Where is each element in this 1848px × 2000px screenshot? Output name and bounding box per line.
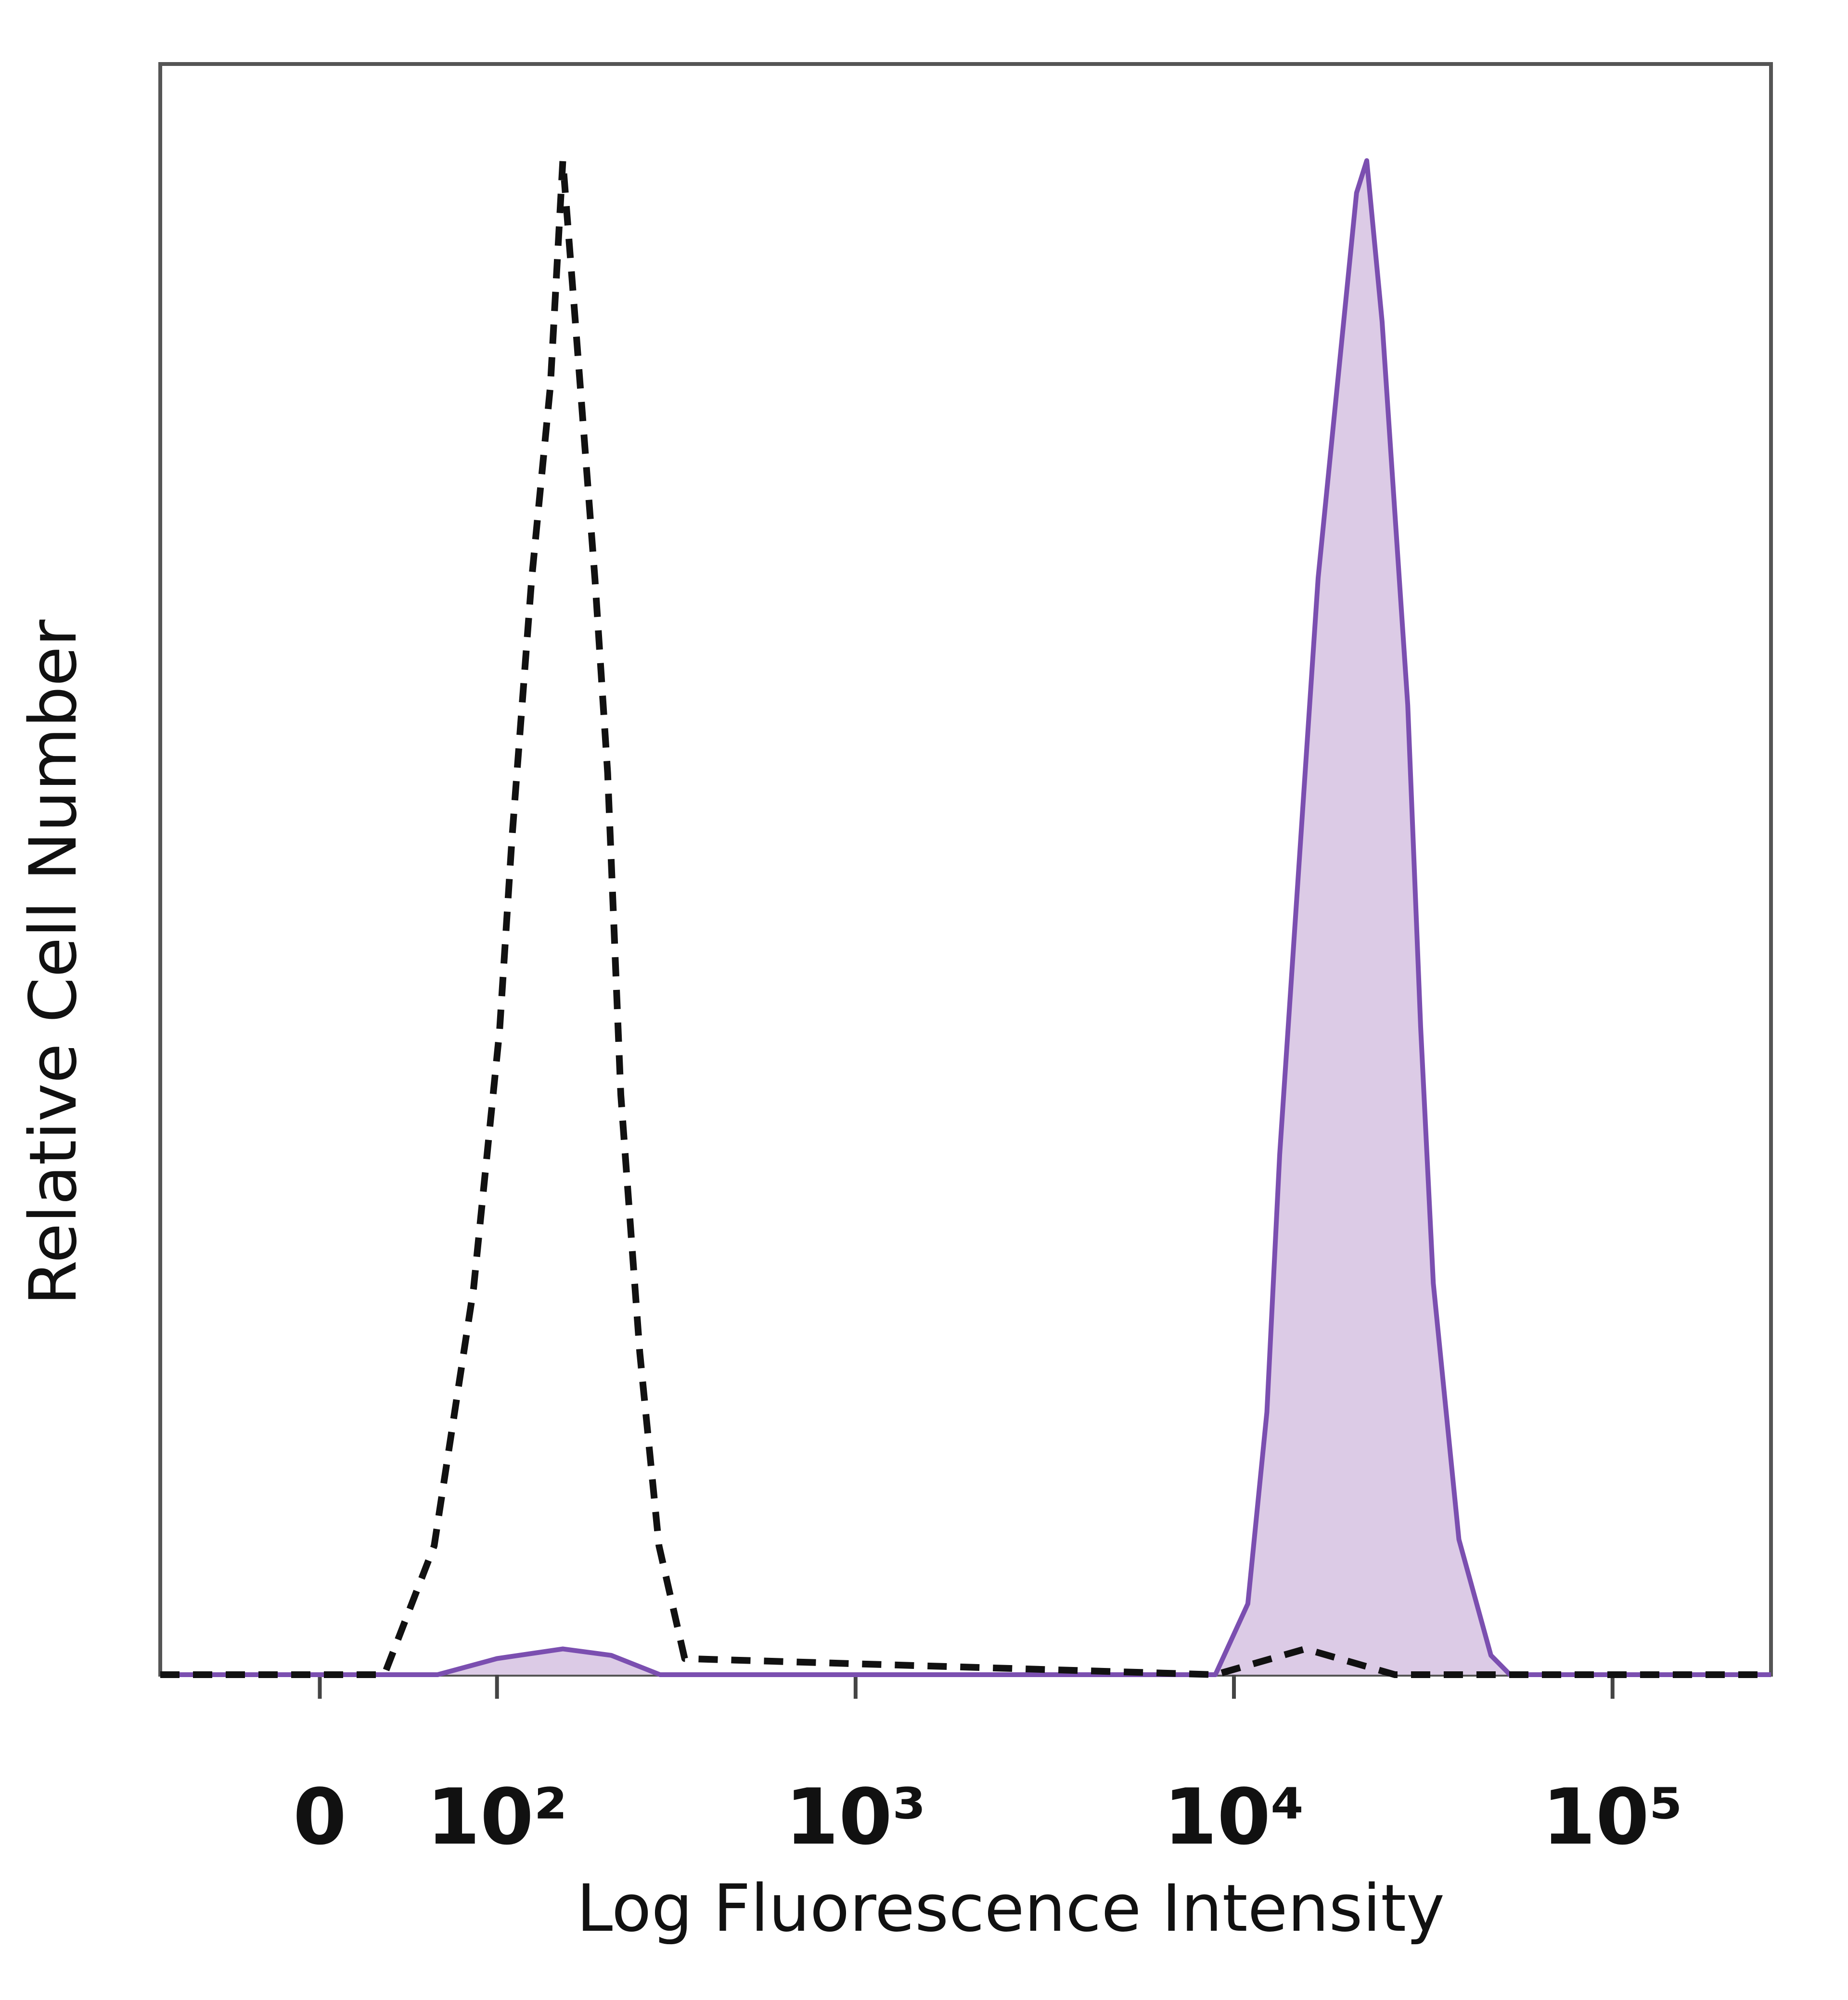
plot-frame bbox=[158, 62, 1773, 1677]
x-tick-label: 10³ bbox=[785, 1772, 926, 1862]
histogram-line bbox=[160, 158, 1771, 1677]
histogram-line bbox=[160, 157, 1771, 1678]
y-axis-label: Relative Cell Number bbox=[15, 619, 91, 1305]
x-axis-label: Log Fluorescence Intensity bbox=[577, 1871, 1445, 1946]
x-tick-label: 0 bbox=[293, 1772, 346, 1862]
x-tick-label: 10⁴ bbox=[1164, 1772, 1305, 1862]
x-tick-label: 10² bbox=[426, 1772, 567, 1862]
histogram-area bbox=[160, 160, 1771, 1675]
x-tick-label: 10⁵ bbox=[1542, 1772, 1683, 1862]
